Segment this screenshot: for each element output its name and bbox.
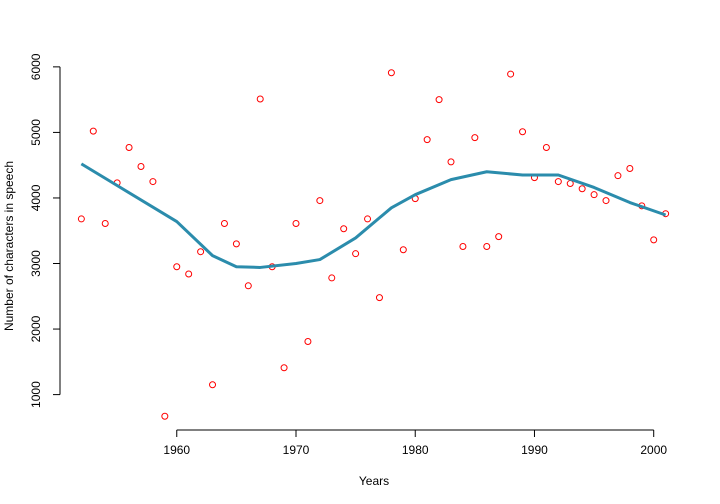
point	[232, 240, 240, 248]
point	[197, 248, 205, 256]
x-tick-label: 1960	[163, 443, 190, 457]
point	[554, 178, 562, 186]
point	[244, 282, 252, 290]
point	[292, 220, 300, 228]
y-axis-title: Number of characters in speech	[2, 161, 16, 331]
point	[423, 136, 431, 144]
point	[161, 412, 169, 420]
point	[483, 242, 491, 250]
point	[125, 143, 133, 151]
point	[77, 215, 85, 223]
x-tick-label: 1980	[402, 443, 429, 457]
point	[173, 263, 181, 271]
point	[364, 215, 372, 223]
point	[507, 70, 515, 78]
point	[495, 233, 503, 241]
y-tick-label: 1000	[29, 381, 43, 408]
y-tick-label: 6000	[29, 53, 43, 80]
point	[626, 164, 634, 172]
y-tick-label: 2000	[29, 315, 43, 342]
point	[447, 158, 455, 166]
point	[542, 143, 550, 151]
point	[89, 127, 97, 135]
point	[220, 220, 228, 228]
point	[137, 162, 145, 170]
point	[280, 364, 288, 372]
point	[352, 250, 360, 258]
point	[185, 270, 193, 278]
point	[435, 96, 443, 104]
x-tick-label: 1990	[521, 443, 548, 457]
x-tick-label: 1970	[283, 443, 310, 457]
point	[387, 69, 395, 77]
point	[399, 246, 407, 254]
point	[149, 178, 157, 186]
point	[340, 225, 348, 233]
point	[375, 294, 383, 302]
y-tick-label: 4000	[29, 184, 43, 211]
point	[519, 128, 527, 136]
y-tick-label: 3000	[29, 250, 43, 277]
point	[590, 191, 598, 199]
point	[256, 95, 264, 103]
point	[316, 197, 324, 205]
point	[304, 338, 312, 346]
point	[101, 220, 109, 228]
point	[650, 236, 658, 244]
smooth-line	[80, 162, 667, 269]
point	[471, 134, 479, 142]
x-tick-label: 2000	[640, 443, 667, 457]
x-axis-title: Years	[359, 474, 389, 488]
point	[459, 242, 467, 250]
y-tick-label: 5000	[29, 119, 43, 146]
point	[614, 172, 622, 180]
point	[209, 381, 217, 389]
point	[578, 185, 586, 193]
point	[602, 197, 610, 205]
point	[328, 274, 336, 282]
